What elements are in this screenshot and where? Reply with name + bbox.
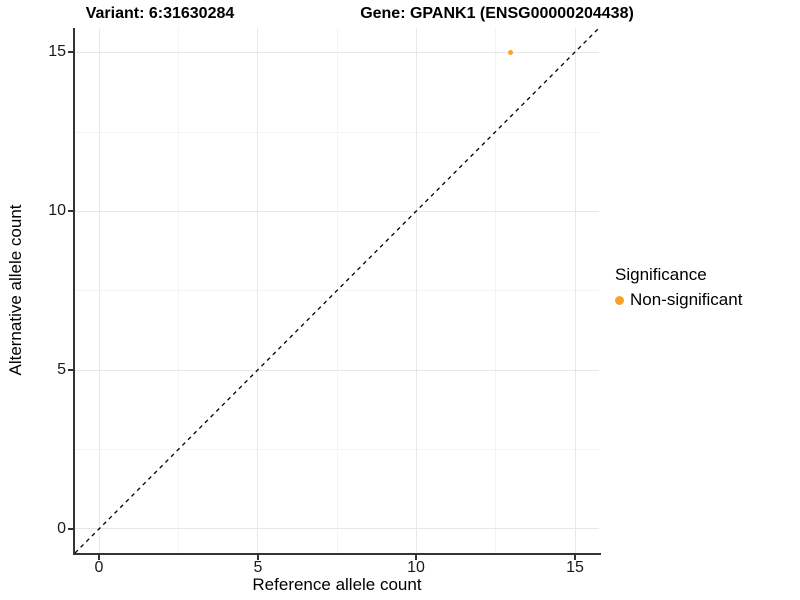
x-tick-label: 10 [407,559,425,576]
y-axis-title: Alternative allele count [6,204,25,376]
gridline-major-v [99,28,100,553]
gridline-major-h [75,370,599,371]
y-axis-line [73,28,75,555]
gridline-major-h [75,52,599,53]
x-tick [415,555,417,560]
x-axis-line [73,553,601,555]
legend-title: Significance [615,265,707,284]
gridline-major-v [416,28,417,553]
x-tick [98,555,100,560]
gridline-major-h [75,528,599,529]
x-axis-title: Reference allele count [252,575,422,594]
data-point [508,50,513,55]
x-tick-label: 5 [253,559,263,576]
y-tick [68,369,73,371]
y-tick-label: 0 [57,520,66,537]
gridline-minor-h [75,449,599,450]
plot-panel [75,28,599,553]
y-tick [68,528,73,530]
x-tick [574,555,576,560]
gridline-major-v [257,28,258,553]
plot-title-gene: Gene: GPANK1 (ENSG00000204438) [360,5,634,22]
y-tick [68,51,73,53]
identity-line [75,28,599,553]
legend-item-label: Non-significant [630,290,743,309]
y-tick-label: 5 [57,361,66,378]
plot-title-variant: Variant: 6:31630284 [85,5,235,22]
x-tick [257,555,259,560]
legend-swatch-circle-icon [615,295,624,305]
x-tick-label: 15 [566,559,584,576]
gridline-minor-h [75,132,599,133]
y-tick-label: 10 [48,202,66,219]
y-tick [68,210,73,212]
gridline-major-h [75,211,599,212]
gridline-major-v [575,28,576,553]
x-tick-label: 0 [94,559,104,576]
legend-item: Non-significant [615,290,742,310]
y-tick-label: 15 [48,43,66,60]
legend: Significance Non-significant [615,265,742,310]
